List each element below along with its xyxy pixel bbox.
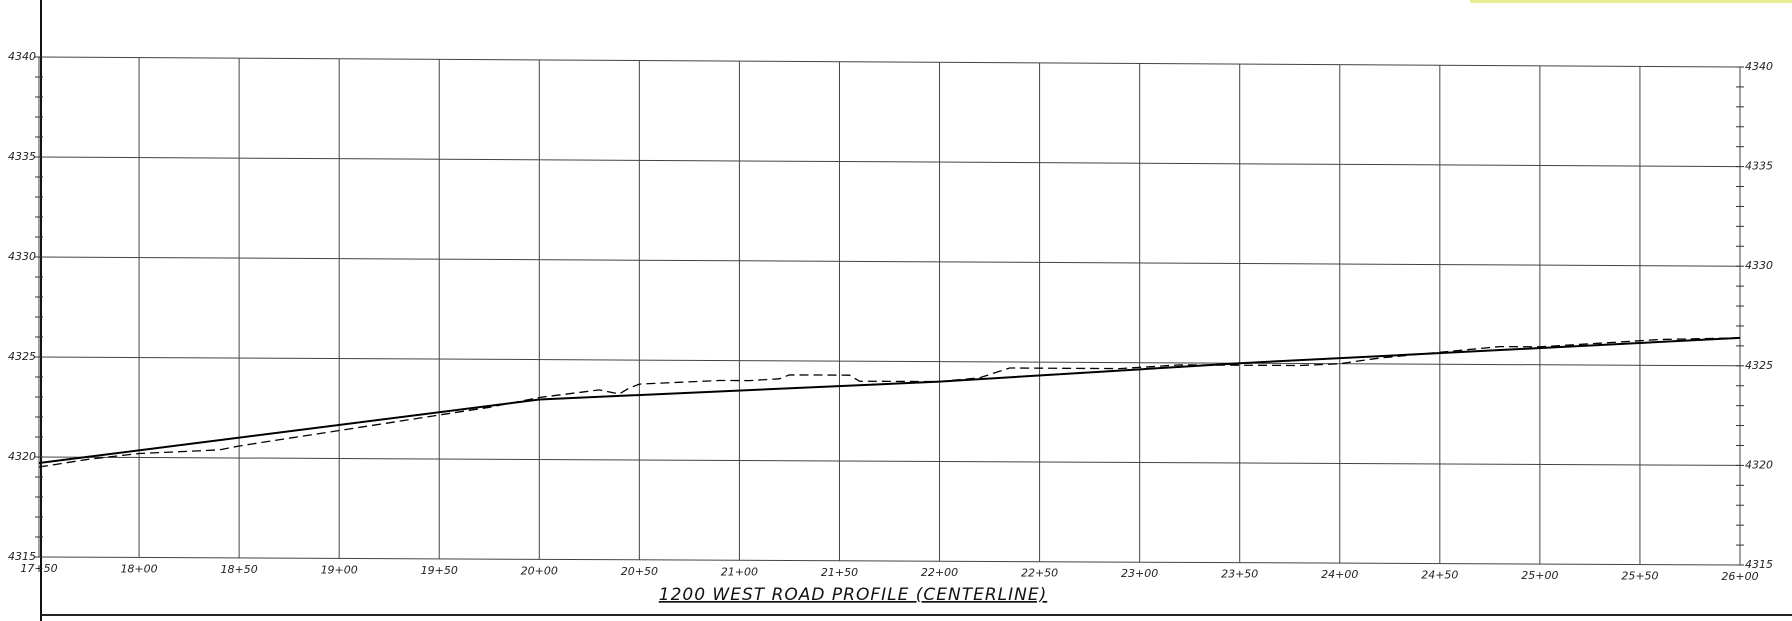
y-tick-label-left: 4325: [8, 350, 36, 363]
y-tick-label-left: 4330: [8, 250, 36, 263]
x-tick-label: 20+00: [521, 564, 558, 577]
x-tick-label: 23+00: [1121, 567, 1158, 580]
x-tick-label: 23+50: [1221, 568, 1258, 581]
x-tick-label: 19+50: [421, 564, 458, 577]
y-tick-label-left: 4315: [8, 550, 36, 563]
x-tick-label: 20+50: [621, 565, 658, 578]
x-tick-label: 18+50: [221, 563, 258, 576]
y-tick-label-right: 4335: [1745, 160, 1773, 173]
gridline-horizontal: [38, 556, 1741, 566]
x-tick-label: 21+00: [721, 565, 758, 578]
existing-ground-line: [38, 337, 1741, 468]
y-tick-label-right: 4320: [1745, 458, 1773, 471]
x-tick-label: 22+00: [921, 566, 958, 579]
y-tick-label-right: 4340: [1745, 60, 1773, 73]
horizontal-gridlines: [38, 56, 1741, 566]
x-tick-label: 17+50: [20, 562, 57, 575]
x-axis-station-labels: 17+50 18+00 18+50 19+00 19+50 20+00 20+50 21+00…: [20, 562, 1758, 583]
chart-title: 1200 WEST ROAD PROFILE (CENTERLINE): [659, 585, 1047, 605]
x-tick-label: 18+00: [120, 562, 157, 575]
x-tick-label: 25+00: [1521, 569, 1558, 582]
axis-minor-ticks: [35, 56, 1744, 566]
x-tick-label: 21+50: [821, 566, 858, 579]
y-tick-label-left: 4340: [8, 50, 36, 63]
x-tick-label: 26+00: [1721, 570, 1758, 583]
x-tick-label: 24+50: [1421, 569, 1458, 582]
gridline-horizontal: [38, 256, 1741, 267]
x-tick-label: 25+50: [1621, 570, 1658, 583]
gridline-horizontal: [38, 456, 1741, 466]
gridline-horizontal: [38, 156, 1741, 168]
y-tick-label-right: 4330: [1745, 259, 1773, 272]
gridline-horizontal: [38, 356, 1741, 367]
x-tick-label: 24+00: [1321, 568, 1358, 581]
x-tick-label: 22+50: [1021, 567, 1058, 580]
y-tick-label-left: 4335: [8, 150, 36, 163]
x-tick-label: 19+00: [321, 563, 358, 576]
y-axis-labels-right: 4315 4320 4325 4330 4335 4340: [1745, 60, 1773, 571]
y-axis-labels-left: 4315 4320 4325 4330 4335 4340: [8, 50, 36, 563]
vertical-gridlines: [38, 57, 1741, 565]
y-tick-label-right: 4315: [1745, 558, 1773, 571]
y-tick-label-right: 4325: [1745, 359, 1773, 372]
sheet-edge-tint: [1470, 0, 1792, 3]
gridline-horizontal: [38, 56, 1741, 68]
y-tick-label-left: 4320: [8, 450, 36, 463]
profile-lines: [38, 336, 1741, 468]
